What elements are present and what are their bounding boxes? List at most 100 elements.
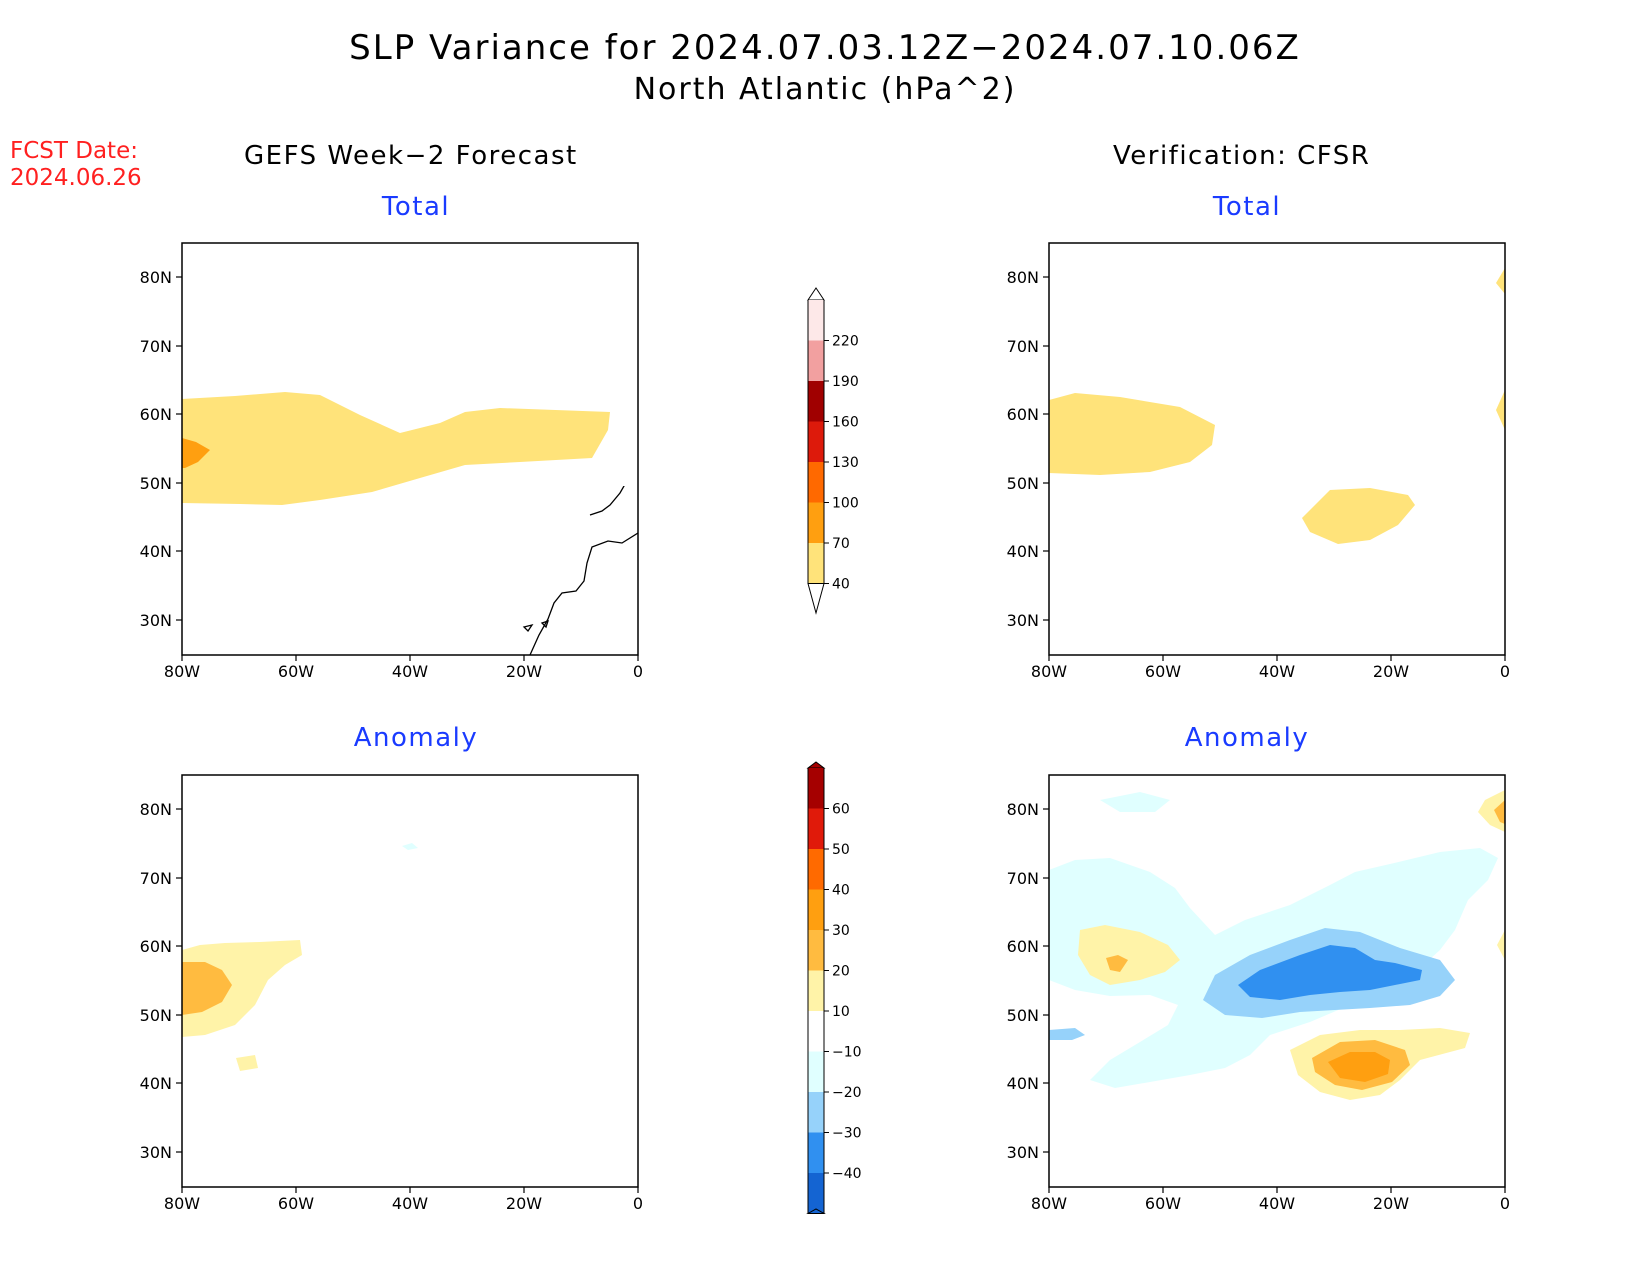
variance-contour-40-70	[1496, 390, 1505, 430]
anomaly-contour-10-20	[1478, 790, 1505, 832]
lon-label: 80W	[164, 1194, 200, 1213]
chart-title: SLP Variance for 2024.07.03.12Z−2024.07.…	[349, 28, 1301, 68]
lat-label: 50N	[1007, 474, 1039, 493]
right-column-title: Verification: CFSR	[1113, 141, 1371, 171]
panel-title-top-left: Total	[381, 192, 451, 222]
lat-label: 50N	[140, 1006, 172, 1025]
map-panel-forecast-total: 80N 70N 60N 50N 40N 30N 80W 60W 40W 20W 0	[140, 242, 643, 681]
colorbar-swatch	[808, 502, 824, 543]
colorbar-label: 40	[832, 883, 850, 899]
anomaly-contour-10-20	[182, 940, 302, 1037]
colorbar-swatch	[808, 1173, 824, 1214]
colorbar-swatch	[808, 930, 824, 971]
colorbar-swatch	[808, 543, 824, 584]
lon-label: 20W	[1373, 1194, 1409, 1213]
colorbar-bottom-arrow	[806, 1208, 826, 1214]
forecast-date-label: FCST Date:	[10, 138, 138, 164]
variance-contour-40-70	[1496, 268, 1505, 294]
lat-label: 30N	[1007, 1143, 1039, 1162]
variance-contour-70-100	[182, 438, 210, 468]
colorbar-top-arrow	[807, 287, 825, 301]
colorbar-label: −10	[832, 1045, 862, 1061]
colorbar-label: 220	[832, 334, 859, 350]
lon-label: 40W	[392, 1194, 428, 1213]
colorbar-label: 100	[832, 496, 859, 512]
colorbar-swatch	[808, 462, 824, 503]
map-panel-forecast-anomaly: 80N 70N 60N 50N 40N 30N 80W 60W 40W 20W 0	[140, 774, 643, 1213]
panel-title-top-right: Total	[1212, 192, 1282, 222]
lat-label: 80N	[1007, 800, 1039, 819]
colorbar-label: 160	[832, 415, 859, 431]
colorbar-label: 30	[832, 923, 850, 939]
lat-label: 70N	[1007, 337, 1039, 356]
lon-label: 80W	[1031, 1194, 1067, 1213]
map-panel-verification-anomaly: 80N 70N 60N 50N 40N 30N 80W 60W 40W 20W 0	[1007, 774, 1510, 1213]
lon-label: 0	[1500, 662, 1510, 681]
colorbar-top-arrow	[806, 761, 826, 769]
anomaly-contour-10-20	[1078, 925, 1180, 985]
lon-label: 60W	[278, 1194, 314, 1213]
colorbar-label: −40	[832, 1166, 862, 1182]
colorbar-swatch	[808, 970, 824, 1011]
lon-label: 0	[633, 1194, 643, 1213]
lon-label: 40W	[1259, 1194, 1295, 1213]
lat-label: 60N	[1007, 405, 1039, 424]
colorbar-bottom-arrow	[807, 583, 825, 615]
lat-label: 80N	[140, 800, 172, 819]
lat-label: 40N	[140, 1074, 172, 1093]
anomaly-contour-neg10-neg20	[402, 843, 418, 850]
variance-contour-40-70	[182, 392, 610, 505]
anomaly-contour-20-30	[1106, 955, 1128, 972]
anomaly-contour-30-40	[1328, 1052, 1390, 1082]
lon-label: 60W	[1145, 1194, 1181, 1213]
anomaly-contour-neg10-neg20	[1100, 792, 1170, 812]
lat-label: 80N	[1007, 268, 1039, 287]
forecast-date-value: 2024.06.26	[10, 165, 142, 191]
lon-label: 0	[1500, 1194, 1510, 1213]
panel-title-bottom-right: Anomaly	[1184, 723, 1310, 753]
colorbar-label: −20	[832, 1085, 862, 1101]
chart-subtitle: North Atlantic (hPa^2)	[633, 72, 1017, 107]
lat-label: 30N	[140, 1143, 172, 1162]
anomaly-contour-neg30-neg40	[1238, 945, 1422, 1000]
lon-label: 20W	[506, 662, 542, 681]
lon-label: 0	[633, 662, 643, 681]
anomaly-contour-20-30	[182, 962, 232, 1015]
lat-label: 40N	[140, 542, 172, 561]
map-panel-verification-total: 80N 70N 60N 50N 40N 30N 80W 60W 40W 20W 0	[1007, 242, 1510, 681]
colorbar-swatch	[808, 1092, 824, 1133]
colorbar-label: 50	[832, 842, 850, 858]
colorbar-swatch	[808, 300, 824, 341]
lat-label: 30N	[1007, 611, 1039, 630]
colorbar-label: 190	[832, 374, 859, 390]
colorbar-swatch	[808, 889, 824, 930]
lon-label: 60W	[278, 662, 314, 681]
lat-label: 70N	[1007, 869, 1039, 888]
anomaly-contour-20-30	[1494, 800, 1505, 824]
lat-label: 70N	[140, 869, 172, 888]
lon-label: 40W	[1259, 662, 1295, 681]
colorbar-swatch	[808, 1051, 824, 1092]
left-column-title: GEFS Week−2 Forecast	[244, 141, 578, 171]
lat-label: 70N	[140, 337, 172, 356]
colorbar-total: 220 190 160 130 100 70 40	[807, 287, 859, 615]
lat-label: 50N	[1007, 1006, 1039, 1025]
lat-label: 30N	[140, 611, 172, 630]
colorbar-swatch	[808, 1011, 824, 1052]
lon-label: 60W	[1145, 662, 1181, 681]
variance-contour-40-70	[1302, 488, 1415, 544]
lat-label: 40N	[1007, 1074, 1039, 1093]
lat-label: 50N	[140, 474, 172, 493]
colorbar-swatch	[808, 381, 824, 422]
anomaly-contour-10-20	[236, 1055, 258, 1071]
colorbar-label: 10	[832, 1004, 850, 1020]
colorbar-swatch	[808, 1132, 824, 1173]
panel-title-bottom-left: Anomaly	[353, 723, 479, 753]
lon-label: 80W	[164, 662, 200, 681]
lon-label: 40W	[392, 662, 428, 681]
lon-label: 20W	[1373, 662, 1409, 681]
lon-label: 20W	[506, 1194, 542, 1213]
lat-label: 40N	[1007, 542, 1039, 561]
lon-label: 80W	[1031, 662, 1067, 681]
anomaly-contour-neg10-neg20	[1049, 1028, 1085, 1040]
